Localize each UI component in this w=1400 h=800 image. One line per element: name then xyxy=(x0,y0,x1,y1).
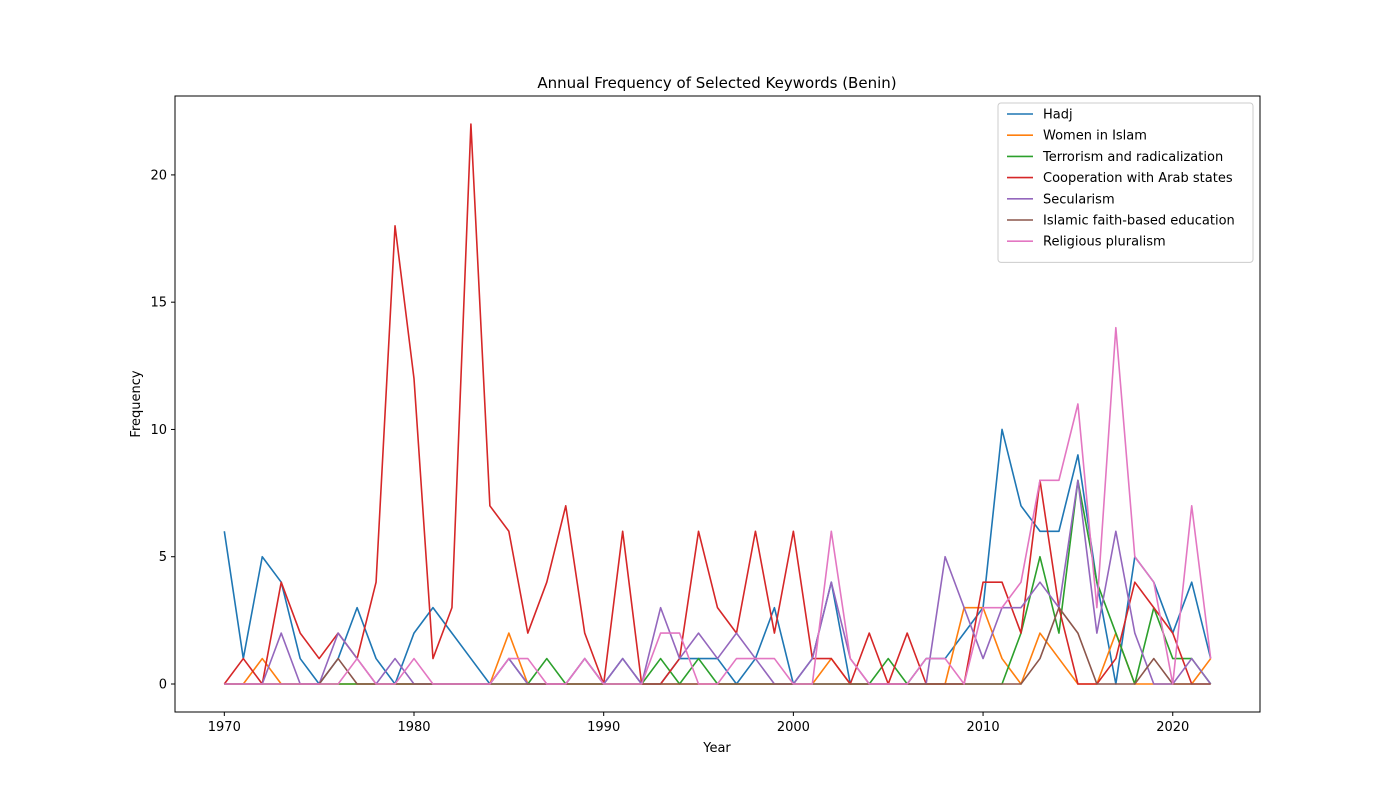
x-tick-label: 1990 xyxy=(587,720,620,735)
y-tick-label: 5 xyxy=(159,550,167,565)
legend-label-1: Women in Islam xyxy=(1043,129,1147,144)
legend-label-3: Cooperation with Arab states xyxy=(1043,171,1233,186)
series-line-6 xyxy=(224,326,1212,685)
x-tick-label: 2010 xyxy=(967,720,1000,735)
x-axis-ticks: 1970 1980 1990 2000 2010 2020 xyxy=(208,712,1189,735)
x-tick-label: 2000 xyxy=(777,720,810,735)
x-tick-label: 1970 xyxy=(208,720,241,735)
legend: Hadj Women in Islam Terrorism and radicali… xyxy=(997,102,1254,263)
y-axis-ticks: 0 5 10 15 20 xyxy=(150,168,175,693)
y-tick-label: 10 xyxy=(150,423,167,438)
legend-label-6: Religious pluralism xyxy=(1043,235,1166,250)
y-tick-label: 15 xyxy=(150,296,167,311)
chart-title: Annual Frequency of Selected Keywords (B… xyxy=(537,74,896,92)
y-tick-label: 0 xyxy=(159,678,167,693)
x-tick-label: 1980 xyxy=(397,720,430,735)
x-axis-label: Year xyxy=(702,741,731,756)
x-tick-label: 2020 xyxy=(1156,720,1189,735)
legend-label-0: Hadj xyxy=(1043,108,1073,123)
y-tick-label: 20 xyxy=(150,168,167,183)
y-axis-label: Frequency xyxy=(129,370,144,437)
legend-label-5: Islamic faith-based education xyxy=(1043,214,1235,229)
legend-label-2: Terrorism and radicalization xyxy=(1042,150,1223,165)
series-line-3 xyxy=(223,123,1211,685)
axes-border xyxy=(174,95,1261,713)
legend-label-4: Secularism xyxy=(1043,192,1115,207)
legend-frame xyxy=(997,102,1254,263)
series-layer xyxy=(223,123,1212,685)
series-line-4 xyxy=(224,479,1212,685)
